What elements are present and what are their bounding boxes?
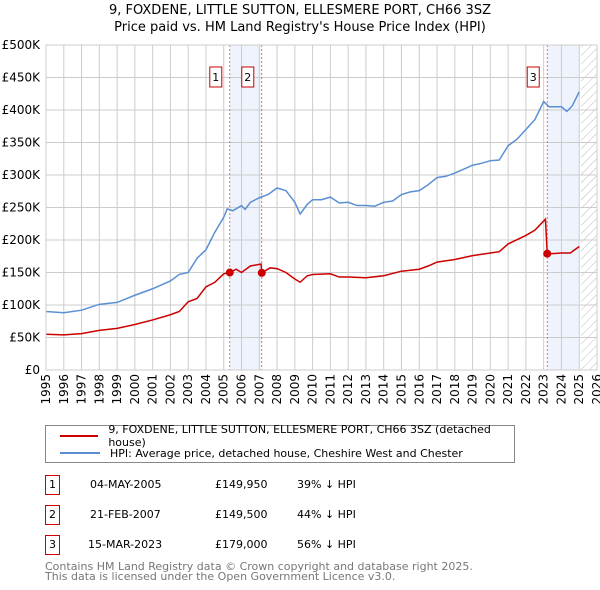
x-tick-label: 2006 [235,374,249,405]
transaction-hpi: 44% ↓ HPI [297,508,356,521]
transaction-number: 1 [45,475,60,495]
transaction-number: 2 [45,505,60,525]
legend: 9, FOXDENE, LITTLE SUTTON, ELLESMERE POR… [45,423,515,463]
y-tick-label: £150K [2,266,42,280]
legend-swatch-blue [60,452,100,454]
sale-point [257,268,266,277]
x-tick-label: 2017 [430,374,444,405]
transaction-price: £149,500 [215,508,268,521]
transaction-number: 3 [45,535,60,555]
legend-swatch-red [60,435,99,437]
x-tick-label: 2019 [466,374,480,405]
plot-frame [45,44,598,371]
y-tick-label: £400K [2,103,42,117]
transaction-date: 15-MAR-2023 [88,538,163,551]
y-tick-label: £350K [2,136,42,150]
x-tick-label: 2003 [181,374,195,405]
x-tick-label: 1998 [92,374,106,405]
x-tick-label: 2004 [199,374,213,405]
sale-label: 2 [244,71,251,84]
sale-label: 1 [212,71,219,84]
x-tick-label: 2008 [270,374,284,405]
x-tick-label: 2001 [146,374,160,405]
sale-label-box [209,66,223,88]
x-tick-label: 1996 [57,374,71,405]
x-tick-label: 2000 [128,374,142,405]
transaction-price: £149,950 [215,478,268,491]
x-tick-label: 2018 [448,374,462,405]
y-tick-label: £100K [2,298,42,312]
x-tick-label: 2007 [252,374,266,405]
x-tick-label: 1995 [39,374,53,405]
x-tick-label: 2025 [572,374,586,405]
sale-point [543,249,552,258]
transaction-hpi: 56% ↓ HPI [297,538,356,551]
sale-label: 3 [530,71,537,84]
legend-label-hpi: HPI: Average price, detached house, Ches… [110,446,463,460]
x-tick-label: 2013 [359,374,373,405]
sale-label-box [526,66,540,88]
y-tick-label: £450K [2,71,42,85]
x-tick-label: 2015 [394,374,408,405]
x-tick-label: 2024 [554,374,568,405]
y-tick-label: £250K [2,201,42,215]
x-tick-label: 2012 [341,374,355,405]
x-tick-label: 2016 [412,374,426,405]
x-tick-label: 2023 [537,374,551,405]
sale-point [225,268,234,277]
plot-area: 1995 1996 1997 1998 1999 2000 2001 2002 2003 2004… [2,38,600,405]
y-tick-label: £300K [2,168,42,182]
transaction-date: 04-MAY-2005 [90,478,162,491]
x-tick-label: 2011 [323,374,337,405]
series-line [45,91,580,314]
footer-copyright: Contains HM Land Registry data © Crown c… [45,560,473,573]
y-tick-label: £500K [2,38,42,52]
sale-label-box [241,66,255,88]
transaction-hpi: 39% ↓ HPI [297,478,356,491]
x-tick-label: 2009 [288,374,302,405]
x-tick-label: 2005 [217,374,231,405]
x-tick-label: 2022 [519,374,533,405]
x-tick-label: 2002 [163,374,177,405]
transaction-price: £179,000 [215,538,268,551]
x-tick-label: 1997 [75,374,89,405]
legend-label-property: 9, FOXDENE, LITTLE SUTTON, ELLESMERE POR… [108,423,491,449]
chart-subtitle: Price paid vs. HM Land Registry's House … [114,20,486,35]
footer-licence: This data is licensed under the Open Gov… [45,570,396,583]
series-line [45,217,580,336]
x-tick-label: 2014 [377,374,391,405]
transaction-date: 21-FEB-2007 [90,508,161,521]
x-tick-label: 1999 [110,374,124,405]
x-tick-label: 2026 [590,374,600,405]
x-tick-label: 2010 [306,374,320,405]
chart-title: 9, FOXDENE, LITTLE SUTTON, ELLESMERE POR… [108,3,491,18]
y-tick-label: £200K [2,233,42,247]
y-tick-label: £50K [9,331,41,345]
y-tick-label: £0 [25,363,40,377]
x-tick-label: 2021 [501,374,515,405]
x-tick-label: 2020 [483,374,497,405]
